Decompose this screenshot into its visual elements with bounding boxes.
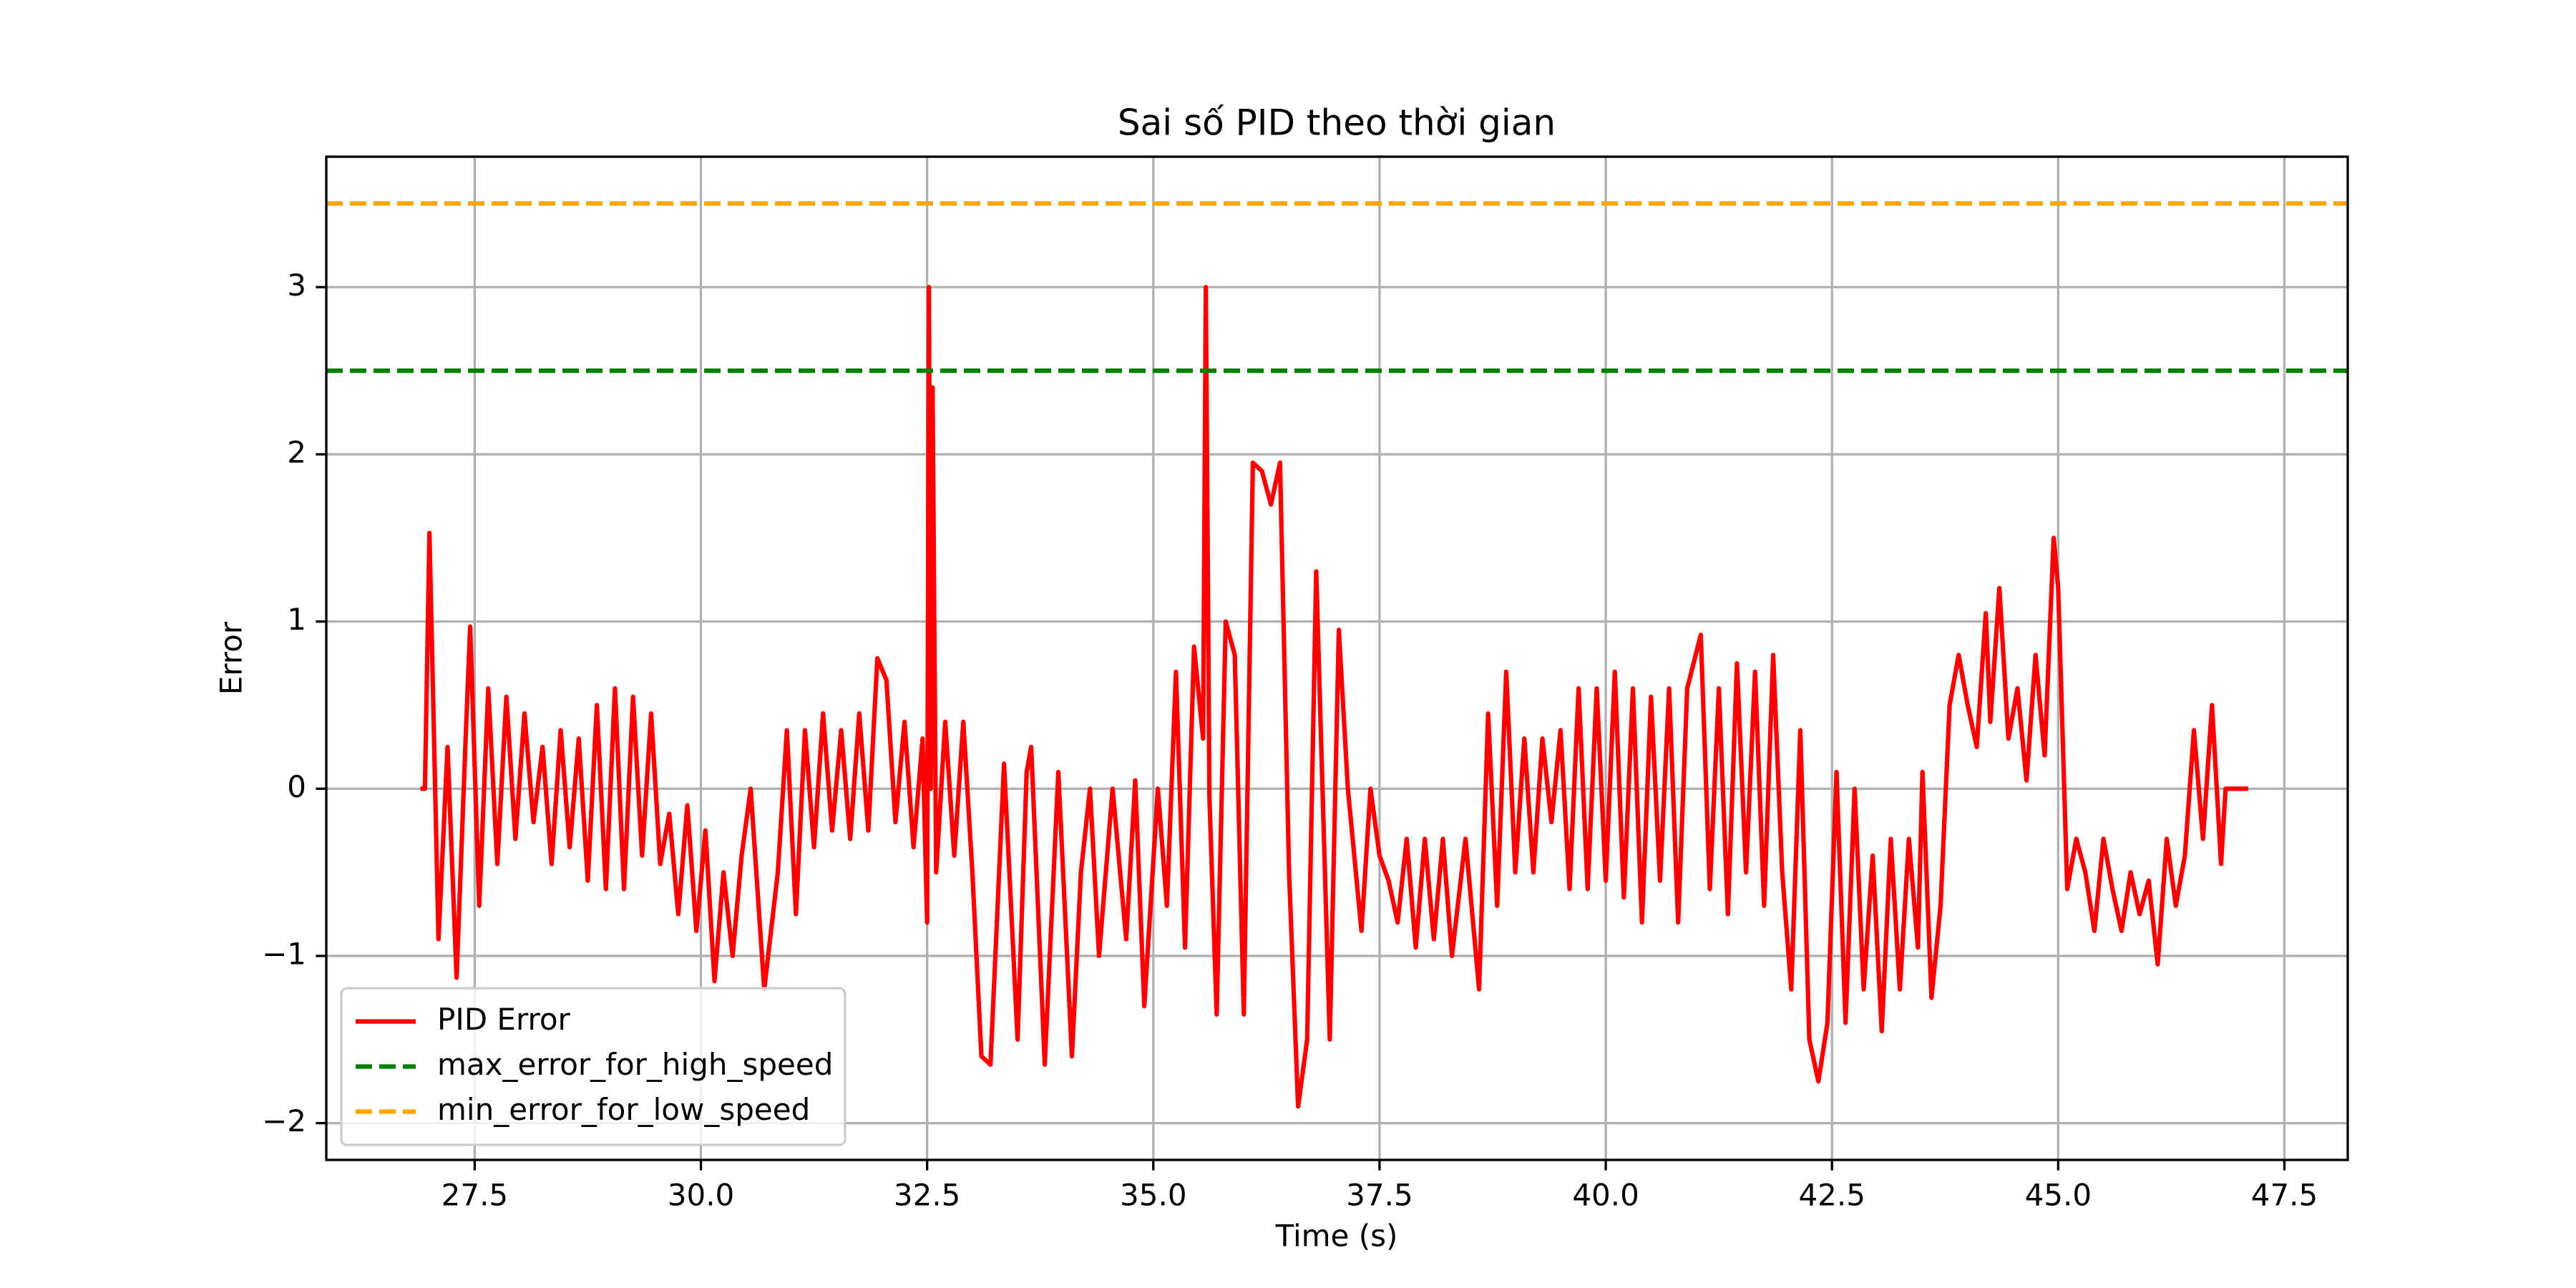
- chart-title: Sai số PID theo thời gian: [1118, 102, 1556, 144]
- y-tick-label: 1: [287, 602, 306, 637]
- x-tick-label: 30.0: [668, 1178, 735, 1213]
- y-tick-label: −2: [262, 1103, 306, 1138]
- x-tick-label: 37.5: [1346, 1178, 1413, 1213]
- plot-frame: [325, 155, 2349, 1161]
- x-tick-label: 32.5: [894, 1178, 961, 1213]
- y-tick-label: 2: [287, 434, 306, 469]
- x-tick-label: 40.0: [1572, 1178, 1639, 1213]
- x-tick-label: 47.5: [2251, 1178, 2318, 1213]
- data-line: [420, 285, 2248, 1109]
- x-tick-label: 45.0: [2025, 1178, 2092, 1213]
- x-axis-label: Time (s): [1275, 1219, 1398, 1254]
- legend-box: [340, 987, 847, 1146]
- legend-label: max_error_for_high_speed: [437, 1047, 833, 1082]
- y-tick-label: 3: [287, 268, 306, 303]
- y-axis-label: Error: [214, 621, 249, 695]
- x-tick-label: 42.5: [1798, 1178, 1865, 1213]
- legend-label: min_error_for_low_speed: [437, 1092, 810, 1127]
- y-tick-label: 0: [287, 769, 306, 804]
- legend-label: PID Error: [437, 1002, 571, 1037]
- x-tick-label: 35.0: [1120, 1178, 1187, 1213]
- x-tick-label: 27.5: [441, 1178, 509, 1213]
- y-tick-label: −1: [262, 936, 306, 971]
